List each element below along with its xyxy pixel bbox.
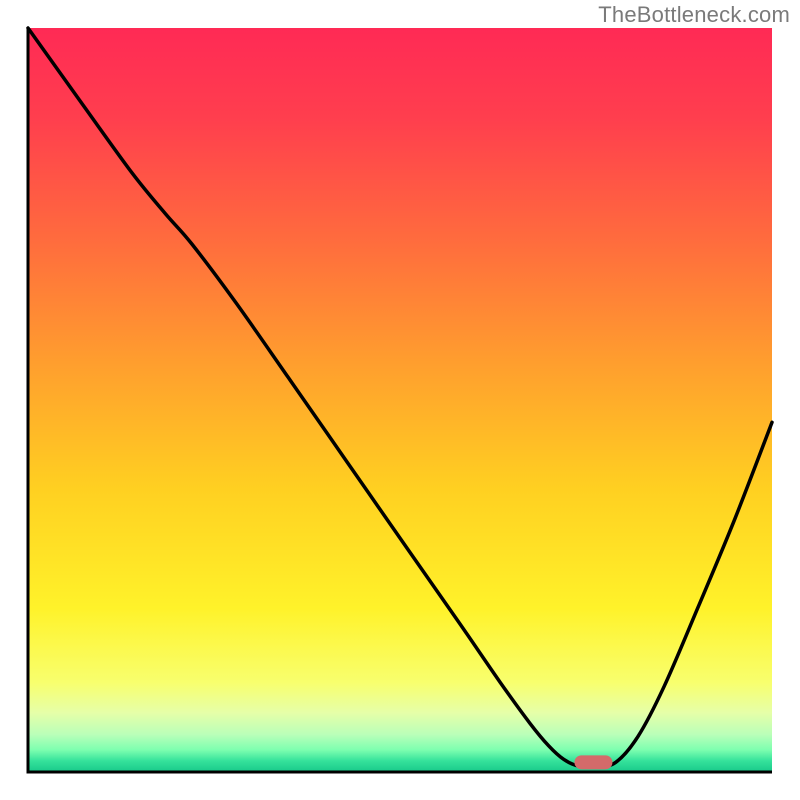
chart-container: TheBottleneck.com — [0, 0, 800, 800]
bottleneck-chart — [0, 0, 800, 800]
plot-background — [28, 28, 772, 772]
watermark-text: TheBottleneck.com — [598, 2, 790, 28]
optimal-marker — [574, 755, 612, 769]
